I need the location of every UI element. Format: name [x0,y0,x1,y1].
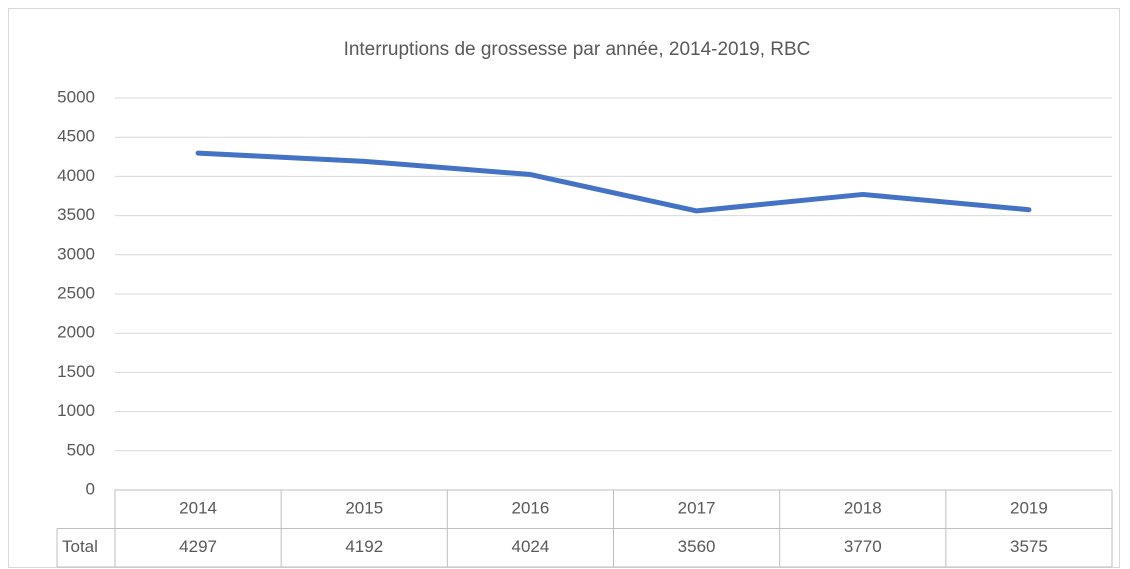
y-tick-label: 3500 [57,205,95,224]
y-tick-label: 1000 [57,401,95,420]
table-value: 4024 [512,537,550,556]
table-value: 3770 [844,537,882,556]
y-tick-label: 1500 [57,362,95,381]
table-value: 3575 [1010,537,1048,556]
table-series-name: Total [62,537,98,556]
x-tick-label: 2015 [345,499,383,518]
chart-frame [8,8,1120,568]
y-tick-label: 3000 [57,244,95,263]
x-tick-label: 2019 [1010,499,1048,518]
data-line [195,150,1032,214]
table-value: 3560 [678,537,716,556]
table-value: 4192 [345,537,383,556]
y-tick-label: 2000 [57,323,95,342]
y-tick-label: 4500 [57,127,95,146]
y-tick-label: 500 [67,440,95,459]
y-tick-label: 5000 [57,87,95,106]
x-tick-label: 2018 [844,499,882,518]
table-value: 4297 [179,537,217,556]
x-tick-label: 2017 [678,499,716,518]
y-tick-label: 2500 [57,283,95,302]
x-tick-label: 2014 [179,499,217,518]
chart-title: Interruptions de grossesse par année, 20… [344,39,811,60]
y-tick-label: 0 [86,479,95,498]
x-tick-label: 2016 [512,499,550,518]
y-tick-label: 4000 [57,166,95,185]
